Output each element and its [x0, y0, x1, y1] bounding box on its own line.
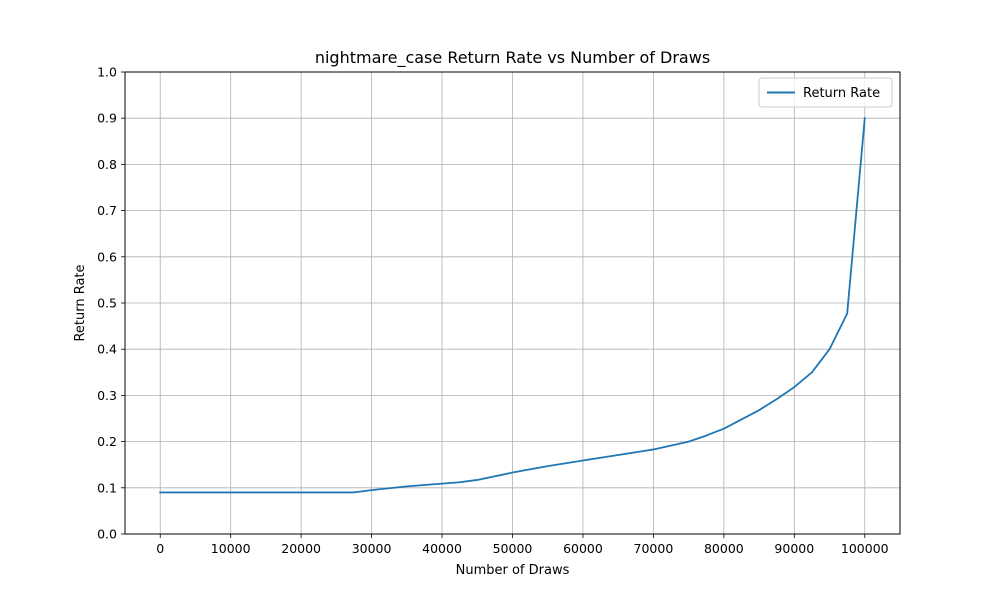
x-tick-label: 10000	[211, 541, 251, 556]
x-tick-label: 90000	[774, 541, 814, 556]
x-tick-label: 0	[156, 541, 164, 556]
y-tick-label: 0.4	[97, 342, 117, 357]
x-tick-label: 70000	[634, 541, 674, 556]
series-layer	[159, 117, 866, 494]
x-tick-label: 30000	[352, 541, 392, 556]
series-line-return-rate	[159, 117, 866, 494]
x-tick-label: 60000	[563, 541, 603, 556]
x-tick-label: 50000	[493, 541, 533, 556]
x-tick-label: 40000	[422, 541, 462, 556]
x-tick-label: 100000	[841, 541, 889, 556]
axis-ticks: 0 10000 20000 30000 40000 50000 60000 70000 8000…	[97, 65, 889, 557]
y-tick-label: 0.7	[97, 203, 117, 218]
y-tick-label: 1.0	[97, 65, 117, 80]
y-tick-label: 0.9	[97, 111, 117, 126]
chart-title: nightmare_case Return Rate vs Number of …	[315, 48, 710, 68]
legend-box	[758, 77, 893, 108]
y-tick-label: 0.8	[97, 157, 117, 172]
legend-label-return-rate: Return Rate	[803, 86, 880, 101]
x-tick-label: 80000	[704, 541, 744, 556]
y-tick-label: 0.1	[97, 480, 117, 495]
y-tick-label: 0.0	[97, 527, 117, 542]
y-tick-label: 0.5	[97, 296, 117, 311]
x-axis-label: Number of Draws	[456, 563, 570, 578]
y-axis-label: Return Rate	[73, 264, 88, 341]
y-tick-label: 0.6	[97, 249, 117, 264]
legend: Return Rate	[758, 77, 893, 108]
x-tick-label: 20000	[281, 541, 321, 556]
y-tick-label: 0.3	[97, 388, 117, 403]
y-tick-label: 0.2	[97, 434, 117, 449]
